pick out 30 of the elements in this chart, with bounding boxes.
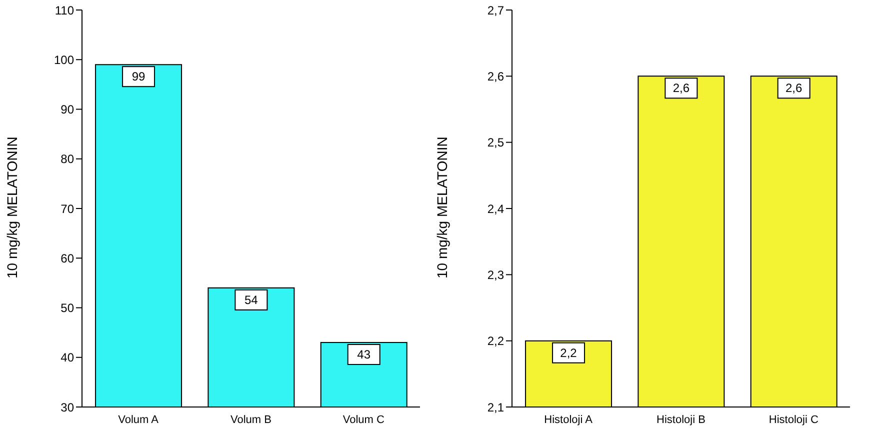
y-tick-label: 70 [60,202,74,216]
y-axis-title: 10 mg/kg MELATONIN [434,136,450,278]
y-tick-label: 90 [60,102,74,117]
y-tick-label: 30 [60,400,74,414]
x-tick-label: Volum A [118,414,160,426]
x-tick-label: Volum B [230,414,272,426]
x-tick-label: Volum C [342,414,385,426]
x-tick-label: Histoloji A [544,414,594,426]
data-label: 2,2 [560,346,578,360]
y-tick-label: 2,2 [487,334,504,348]
data-label: 2,6 [786,81,803,96]
y-tick-label: 2,5 [487,136,504,150]
data-label: 2,6 [672,81,690,96]
y-tick-label: 2,1 [487,400,504,414]
y-tick-label: 100 [54,52,74,67]
y-tick-label: 80 [60,152,74,166]
y-axis-title: 10 mg/kg MELATONIN [4,136,20,278]
data-label: 54 [244,292,258,307]
x-tick-label: Histoloji C [768,414,818,426]
y-tick-label: 2,7 [487,3,504,18]
y-tick-label: 2,4 [487,202,504,216]
x-tick-label: Histoloji B [656,414,706,426]
data-label: 43 [357,347,371,362]
y-tick-label: 60 [60,251,74,266]
y-tick-label: 50 [60,301,74,316]
data-label: 99 [132,70,146,84]
y-tick-label: 2,6 [487,69,504,84]
y-tick-label: 2,3 [487,268,504,282]
y-tick-label: 40 [60,350,74,365]
y-tick-label: 110 [54,3,74,18]
